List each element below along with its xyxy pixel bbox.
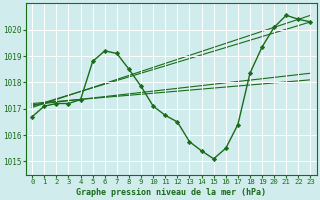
X-axis label: Graphe pression niveau de la mer (hPa): Graphe pression niveau de la mer (hPa) bbox=[76, 188, 266, 197]
